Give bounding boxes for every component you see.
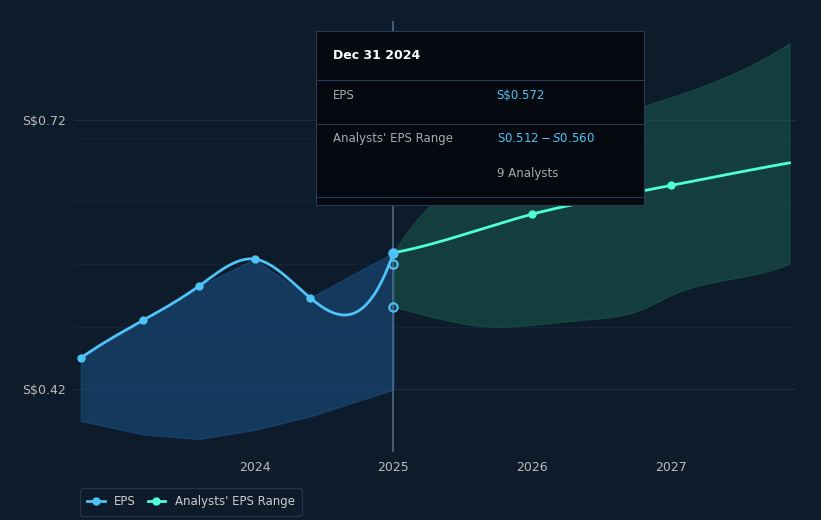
Text: S$0.512 - S$0.560: S$0.512 - S$0.560 <box>497 132 594 145</box>
Text: Actual: Actual <box>351 82 388 95</box>
Text: Analysts Forecasts: Analysts Forecasts <box>399 82 509 95</box>
Text: EPS: EPS <box>333 89 354 102</box>
Legend: EPS, Analysts' EPS Range: EPS, Analysts' EPS Range <box>80 488 302 515</box>
Text: Analysts' EPS Range: Analysts' EPS Range <box>333 132 452 145</box>
Text: 9 Analysts: 9 Analysts <box>497 167 558 180</box>
Text: S$0.572: S$0.572 <box>497 89 545 102</box>
Text: Dec 31 2024: Dec 31 2024 <box>333 48 420 61</box>
